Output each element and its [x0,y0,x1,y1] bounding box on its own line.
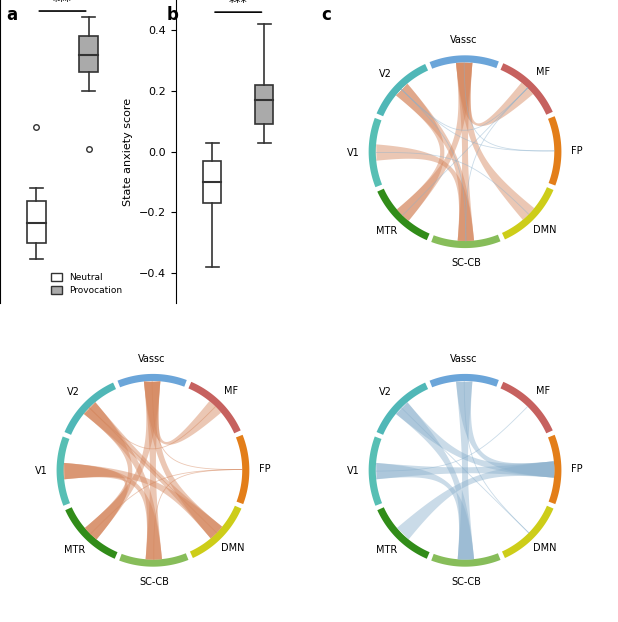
Text: V1: V1 [35,466,48,476]
Text: FP: FP [571,146,582,156]
Text: SC-CB: SC-CB [451,577,481,587]
Text: FP: FP [259,464,270,474]
Polygon shape [376,462,554,480]
Legend: Neutral, Provocation: Neutral, Provocation [47,269,125,299]
Text: V2: V2 [67,387,80,397]
Polygon shape [456,62,474,241]
Polygon shape [117,374,187,388]
Polygon shape [396,402,554,478]
Polygon shape [85,381,160,539]
Polygon shape [369,118,382,187]
Polygon shape [396,83,474,241]
Polygon shape [502,506,554,558]
Text: Vassc: Vassc [451,354,478,364]
Polygon shape [190,506,242,558]
Text: V2: V2 [379,68,392,78]
Polygon shape [188,382,240,434]
Polygon shape [64,463,128,539]
Text: b: b [167,6,179,24]
Polygon shape [501,382,552,434]
Polygon shape [84,402,162,560]
Polygon shape [119,553,188,567]
Polygon shape [396,83,444,221]
Text: V1: V1 [347,466,360,476]
Polygon shape [376,144,474,241]
Text: Vassc: Vassc [451,35,478,45]
Polygon shape [57,437,70,506]
Text: ***: *** [229,0,248,9]
Polygon shape [144,381,162,560]
Polygon shape [397,462,554,539]
Text: DMN: DMN [533,544,556,554]
Polygon shape [430,374,499,388]
Text: MF: MF [536,386,550,396]
Polygon shape [236,435,249,504]
FancyBboxPatch shape [27,202,46,243]
Text: DMN: DMN [533,225,556,235]
Polygon shape [430,55,499,69]
Polygon shape [376,383,428,435]
Text: c: c [321,6,331,24]
Polygon shape [369,437,382,506]
Polygon shape [64,383,116,435]
Polygon shape [64,463,222,539]
Polygon shape [396,402,474,560]
Text: SC-CB: SC-CB [139,577,169,587]
Polygon shape [501,63,552,114]
Polygon shape [397,62,472,221]
Text: SC-CB: SC-CB [451,258,481,268]
Text: MF: MF [536,67,550,77]
Text: ***: *** [53,0,72,8]
Text: MTR: MTR [64,545,85,555]
Text: Vassc: Vassc [138,354,166,364]
Text: V1: V1 [347,148,360,158]
Text: a: a [6,6,17,24]
Polygon shape [144,381,222,539]
Polygon shape [376,463,474,560]
Polygon shape [548,435,561,504]
Polygon shape [431,234,501,248]
FancyBboxPatch shape [203,161,221,203]
Polygon shape [144,381,221,445]
FancyBboxPatch shape [80,36,98,72]
FancyBboxPatch shape [255,85,273,124]
Polygon shape [548,116,561,185]
Polygon shape [376,64,428,116]
Polygon shape [66,508,117,559]
Polygon shape [84,402,132,539]
Polygon shape [64,463,162,560]
Polygon shape [84,402,222,539]
Polygon shape [378,188,430,240]
Polygon shape [456,381,474,560]
Text: FP: FP [571,464,582,474]
Y-axis label: State anxiety score: State anxiety score [124,98,133,206]
Text: MTR: MTR [376,545,397,555]
Polygon shape [431,553,501,567]
Polygon shape [502,187,554,239]
Polygon shape [456,62,534,220]
Text: DMN: DMN [221,544,244,554]
Polygon shape [378,508,430,559]
Text: MF: MF [224,386,238,396]
Text: MTR: MTR [376,226,397,236]
Text: V2: V2 [379,387,392,397]
Text: c: c [298,0,308,3]
Polygon shape [456,62,533,126]
Polygon shape [456,381,554,478]
